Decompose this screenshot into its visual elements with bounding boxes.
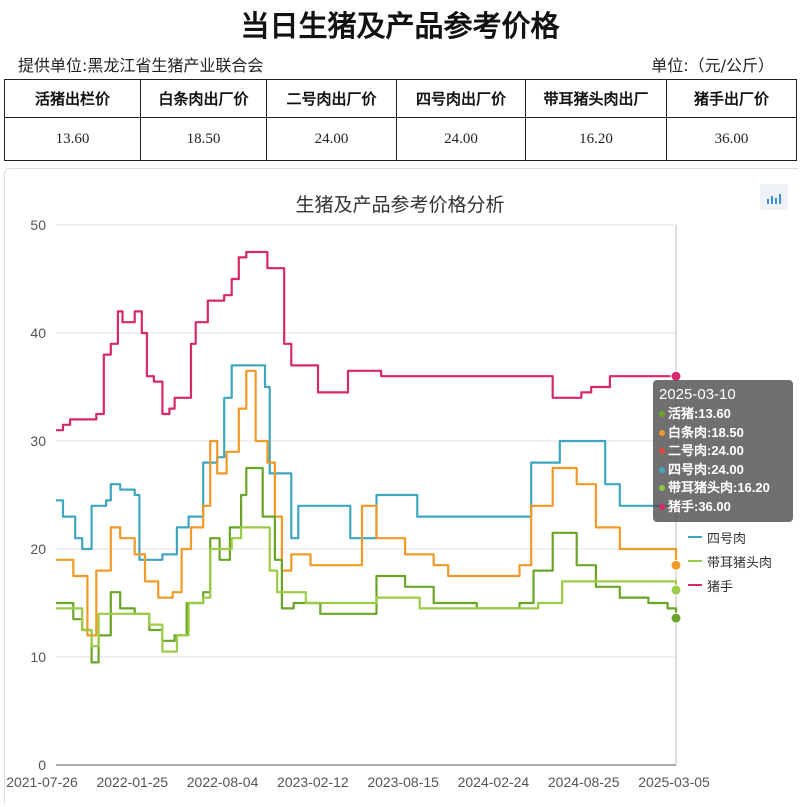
header-pig-head: 带耳猪头肉出厂 [525,79,667,118]
legend-label: 四号肉 [707,531,747,547]
header-live-pig: 活猪出栏价 [4,79,141,118]
bar-chart-toggle-icon[interactable] [760,184,788,210]
provider-label: 提供单位:黑龙江省生猪产业联合会 [18,56,264,75]
value-no2-meat: 24.00 [266,117,397,161]
legend-label: 带耳猪头肉 [707,555,773,571]
series-line [56,369,678,637]
y-tick-label: 20 [30,541,46,557]
x-tick-label: 2025-03-05 [638,774,710,790]
series-dot-icon [659,448,665,455]
chart-tooltip: 2025-03-10 活猪:13.60 白条肉:18.50 二号肉:24.00 四号肉… [653,380,793,522]
tooltip-row: 猪手:36.00 [659,498,787,517]
y-tick-label: 10 [30,649,46,665]
series-end-point [670,559,682,571]
x-tick-label: 2023-02-12 [277,774,349,790]
x-tick-label: 2022-08-04 [187,774,259,790]
chart-panel [4,168,798,804]
series-dot-icon [659,485,665,492]
series-line [56,526,678,653]
legend-item[interactable]: 四号肉 [688,525,772,549]
series-dot-icon [659,503,665,510]
x-tick-label: 2022-01-25 [96,774,168,790]
page-title: 当日生猪及产品参考价格 [240,9,560,43]
value-no4-meat: 24.00 [396,117,526,161]
value-white-strip: 18.50 [140,117,267,161]
header-no4-meat: 四号肉出厂价 [396,79,526,118]
y-tick-label: 30 [30,433,46,449]
series-dot-icon [659,429,665,436]
legend-line-icon [688,584,702,586]
legend-item[interactable]: 猪手 [688,573,772,597]
tooltip-row: 二号肉:24.00 [659,442,787,461]
series-end-point [670,612,682,624]
tooltip-row-label: 带耳猪头肉:16.20 [668,480,770,495]
x-tick-label: 2021-07-26 [6,774,78,790]
series-dot-icon [659,466,665,473]
tooltip-row-label: 二号肉:24.00 [668,443,744,458]
series-dot-icon [659,411,665,418]
price-table-value-row: 13.60 18.50 24.00 24.00 16.20 36.00 [4,117,797,161]
tooltip-row: 白条肉:18.50 [659,424,787,443]
tooltip-row-label: 猪手:36.00 [668,498,731,514]
y-tick-label: 0 [38,757,46,773]
price-table-header-row: 活猪出栏价 白条肉出厂价 二号肉出厂价 四号肉出厂价 带耳猪头肉出厂 猪手出厂价 [4,79,797,118]
legend-label: 猪手 [707,579,734,595]
x-tick-label: 2024-08-25 [548,774,620,790]
series-line [56,364,676,561]
unit-label: 单位:（元/公斤） [651,56,774,75]
y-tick-label: 40 [30,325,46,341]
value-trotter: 36.00 [666,117,797,161]
series-end-point [670,584,682,596]
legend-line-icon [688,536,702,538]
tooltip-row: 四号肉:24.00 [659,461,787,480]
x-tick-label: 2024-02-24 [458,774,530,790]
header-trotter: 猪手出厂价 [666,79,797,118]
x-tick-label: 2023-08-15 [367,774,439,790]
tooltip-row-label: 白条肉:18.50 [668,424,744,440]
y-tick-label: 50 [30,217,46,233]
tooltip-row-label: 四号肉:24.00 [668,461,744,477]
legend-line-icon [688,560,702,562]
tooltip-row-label: 活猪:13.60 [668,406,731,421]
series-line [56,250,676,432]
price-table: 活猪出栏价 白条肉出厂价 二号肉出厂价 四号肉出厂价 带耳猪头肉出厂 猪手出厂价… [4,79,797,161]
value-pig-head: 16.20 [525,117,667,161]
tooltip-date: 2025-03-10 [659,386,736,403]
tooltip-row: 活猪:13.60 [659,405,787,424]
value-live-pig: 13.60 [4,117,141,161]
tooltip-row: 带耳猪头肉:16.20 [659,479,787,498]
header-no2-meat: 二号肉出厂价 [266,79,397,118]
chart-legend: 四号肉带耳猪头肉猪手 [688,525,772,597]
chart-title: 生猪及产品参考价格分析 [295,194,504,216]
header-white-strip: 白条肉出厂价 [140,79,267,118]
legend-item[interactable]: 带耳猪头肉 [688,549,772,573]
series-line [56,466,678,664]
